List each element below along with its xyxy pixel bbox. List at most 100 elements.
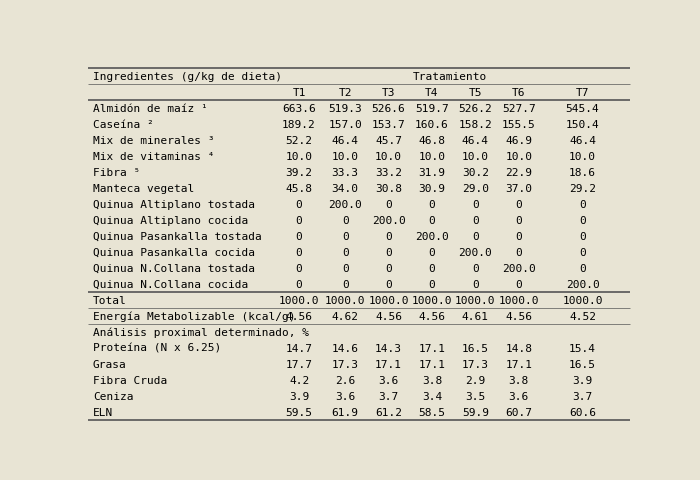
Text: Tratamiento: Tratamiento (412, 72, 486, 82)
Text: 15.4: 15.4 (569, 343, 596, 353)
Text: 17.1: 17.1 (419, 343, 445, 353)
Text: 527.7: 527.7 (502, 104, 536, 114)
Text: 3.9: 3.9 (573, 375, 593, 385)
Text: 160.6: 160.6 (415, 120, 449, 130)
Text: 31.9: 31.9 (419, 168, 445, 178)
Text: 52.2: 52.2 (286, 135, 313, 145)
Text: 59.5: 59.5 (286, 407, 313, 417)
Text: 30.8: 30.8 (375, 183, 402, 193)
Text: 0: 0 (472, 263, 479, 273)
Text: 1000.0: 1000.0 (325, 295, 365, 305)
Text: 60.6: 60.6 (569, 407, 596, 417)
Text: 14.3: 14.3 (375, 343, 402, 353)
Text: 0: 0 (385, 199, 392, 209)
Text: 3.7: 3.7 (573, 391, 593, 401)
Text: 0: 0 (515, 216, 522, 225)
Text: 18.6: 18.6 (569, 168, 596, 178)
Text: 189.2: 189.2 (282, 120, 316, 130)
Text: 200.0: 200.0 (372, 216, 405, 225)
Text: 0: 0 (385, 279, 392, 289)
Text: 663.6: 663.6 (282, 104, 316, 114)
Text: 200.0: 200.0 (328, 199, 362, 209)
Text: 0: 0 (472, 216, 479, 225)
Text: 10.0: 10.0 (569, 152, 596, 161)
Text: 0: 0 (428, 279, 435, 289)
Text: 545.4: 545.4 (566, 104, 599, 114)
Text: 158.2: 158.2 (458, 120, 492, 130)
Text: 0: 0 (342, 231, 349, 241)
Text: 200.0: 200.0 (502, 263, 536, 273)
Text: T3: T3 (382, 88, 395, 97)
Text: 153.7: 153.7 (372, 120, 405, 130)
Text: 10.0: 10.0 (375, 152, 402, 161)
Text: 10.0: 10.0 (462, 152, 489, 161)
Text: 1000.0: 1000.0 (368, 295, 409, 305)
Text: 4.61: 4.61 (462, 311, 489, 321)
Text: 2.9: 2.9 (466, 375, 486, 385)
Text: 14.6: 14.6 (332, 343, 358, 353)
Text: 0: 0 (385, 231, 392, 241)
Text: 0: 0 (428, 247, 435, 257)
Text: 1000.0: 1000.0 (562, 295, 603, 305)
Text: 0: 0 (342, 279, 349, 289)
Text: 4.56: 4.56 (286, 311, 313, 321)
Text: 30.9: 30.9 (419, 183, 445, 193)
Text: 519.7: 519.7 (415, 104, 449, 114)
Text: T4: T4 (425, 88, 439, 97)
Text: 0: 0 (579, 231, 586, 241)
Text: Quinua Altiplano tostada: Quinua Altiplano tostada (93, 199, 255, 209)
Text: 46.4: 46.4 (332, 135, 358, 145)
Text: Proteína (N x 6.25): Proteína (N x 6.25) (93, 343, 221, 353)
Text: T1: T1 (293, 88, 306, 97)
Text: 150.4: 150.4 (566, 120, 599, 130)
Text: 3.6: 3.6 (379, 375, 399, 385)
Text: 0: 0 (579, 216, 586, 225)
Text: 59.9: 59.9 (462, 407, 489, 417)
Text: 33.2: 33.2 (375, 168, 402, 178)
Text: 58.5: 58.5 (419, 407, 445, 417)
Text: 1000.0: 1000.0 (412, 295, 452, 305)
Text: 17.1: 17.1 (419, 359, 445, 369)
Text: 4.56: 4.56 (375, 311, 402, 321)
Text: 4.52: 4.52 (569, 311, 596, 321)
Text: 14.8: 14.8 (505, 343, 532, 353)
Text: Fibra ⁵: Fibra ⁵ (93, 168, 140, 178)
Text: 0: 0 (472, 279, 479, 289)
Text: Mix de vitaminas ⁴: Mix de vitaminas ⁴ (93, 152, 214, 161)
Text: 0: 0 (515, 231, 522, 241)
Text: 0: 0 (385, 263, 392, 273)
Text: T5: T5 (468, 88, 482, 97)
Text: Grasa: Grasa (93, 359, 127, 369)
Text: Ceniza: Ceniza (93, 391, 134, 401)
Text: 10.0: 10.0 (419, 152, 445, 161)
Text: 0: 0 (428, 216, 435, 225)
Text: 200.0: 200.0 (566, 279, 599, 289)
Text: Quinua N.Collana tostada: Quinua N.Collana tostada (93, 263, 255, 273)
Text: 157.0: 157.0 (328, 120, 362, 130)
Text: 155.5: 155.5 (502, 120, 536, 130)
Text: 526.2: 526.2 (458, 104, 492, 114)
Text: 45.7: 45.7 (375, 135, 402, 145)
Text: 0: 0 (472, 199, 479, 209)
Text: 3.8: 3.8 (422, 375, 442, 385)
Text: Quinua N.Collana cocida: Quinua N.Collana cocida (93, 279, 248, 289)
Text: 4.62: 4.62 (332, 311, 358, 321)
Text: 3.4: 3.4 (422, 391, 442, 401)
Text: 16.5: 16.5 (462, 343, 489, 353)
Text: 34.0: 34.0 (332, 183, 358, 193)
Text: 3.7: 3.7 (379, 391, 399, 401)
Text: 37.0: 37.0 (505, 183, 532, 193)
Text: 519.3: 519.3 (328, 104, 362, 114)
Text: 10.0: 10.0 (505, 152, 532, 161)
Text: 39.2: 39.2 (286, 168, 313, 178)
Text: 16.5: 16.5 (569, 359, 596, 369)
Text: 0: 0 (342, 263, 349, 273)
Text: Caseína ²: Caseína ² (93, 120, 154, 130)
Text: 0: 0 (295, 279, 302, 289)
Text: Almidón de maíz ¹: Almidón de maíz ¹ (93, 104, 208, 114)
Text: 526.6: 526.6 (372, 104, 405, 114)
Text: 0: 0 (515, 279, 522, 289)
Text: 1000.0: 1000.0 (455, 295, 496, 305)
Text: 17.7: 17.7 (286, 359, 313, 369)
Text: 0: 0 (579, 263, 586, 273)
